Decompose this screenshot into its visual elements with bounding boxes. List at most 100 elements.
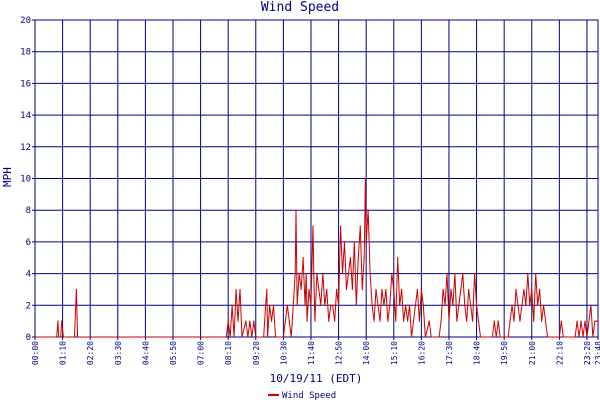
y-tick-label: 6: [26, 238, 31, 248]
data-point: [493, 320, 495, 322]
data-point: [523, 288, 525, 291]
data-point: [412, 320, 415, 322]
grid: [34, 19, 599, 338]
data-point: [239, 288, 241, 291]
data-point: [314, 320, 316, 322]
data-point: [313, 288, 315, 291]
data-point: [302, 257, 304, 259]
data-point: [310, 304, 312, 306]
legend-label: Wind Speed: [282, 391, 336, 400]
x-axis-label: 10/19/11 (EDT): [270, 372, 363, 385]
data-point: [406, 320, 409, 322]
legend: Wind Speed: [268, 391, 336, 401]
data-point: [367, 209, 369, 211]
data-point: [477, 320, 480, 322]
data-point: [328, 320, 330, 322]
data-point: [584, 320, 586, 322]
data-point: [295, 209, 297, 211]
data-point: [529, 304, 531, 306]
data-point: [539, 288, 541, 291]
data-point: [61, 320, 63, 322]
x-tick-label: 16:20: [417, 341, 426, 365]
data-point: [353, 241, 355, 243]
data-point: [444, 304, 446, 306]
data-point: [509, 320, 511, 322]
data-point: [294, 273, 296, 275]
data-point: [371, 304, 373, 306]
data-point: [519, 320, 521, 322]
data-point: [305, 273, 307, 275]
data-point: [337, 304, 340, 306]
data-point: [316, 273, 318, 275]
data-point: [541, 320, 543, 322]
data-point: [440, 320, 442, 322]
data-point: [330, 304, 332, 306]
data-point: [513, 320, 515, 322]
data-point: [361, 288, 363, 291]
x-tick-label: 01:10: [59, 341, 68, 365]
data-point: [347, 273, 350, 275]
data-point: [442, 288, 444, 291]
data-point: [75, 288, 77, 291]
data-point: [364, 177, 366, 180]
data-point: [381, 288, 383, 291]
data-point: [332, 304, 334, 306]
data-point: [474, 273, 476, 275]
data-point: [408, 304, 411, 306]
data-point: [399, 304, 401, 306]
data-point: [511, 304, 513, 306]
x-tick-label: 22:10: [555, 341, 564, 365]
data-point: [515, 288, 517, 291]
data-point: [597, 320, 599, 322]
y-tick-label: 14: [20, 111, 31, 121]
data-point: [383, 304, 385, 306]
data-point: [365, 241, 367, 243]
data-point: [418, 320, 420, 322]
data-point: [521, 304, 523, 306]
x-tick-label: 02:20: [86, 341, 95, 365]
data-point: [450, 288, 452, 291]
series-line-wind-speed: [35, 178, 598, 338]
data-point: [452, 304, 454, 306]
data-point: [326, 288, 328, 291]
x-tick-label: 23:48: [594, 341, 600, 365]
y-tick-label: 4: [26, 270, 31, 280]
data-point: [525, 304, 527, 306]
chart-title: Wind Speed: [260, 0, 340, 15]
x-tick-label: 21:00: [528, 341, 537, 365]
x-tick-label: 10:30: [279, 341, 288, 365]
data-point: [336, 288, 338, 291]
data-point: [272, 304, 275, 306]
data-point: [349, 257, 352, 259]
data-point: [320, 304, 322, 306]
data-point: [341, 273, 344, 275]
data-point: [527, 273, 529, 275]
data-point: [288, 320, 290, 322]
y-tick-label: 12: [20, 143, 31, 153]
series-layer: [35, 177, 599, 338]
data-point: [308, 288, 310, 291]
data-point: [231, 304, 233, 306]
data-point: [375, 288, 377, 291]
data-point: [268, 304, 271, 306]
data-point: [460, 288, 462, 291]
data-point: [339, 225, 342, 227]
data-point: [306, 320, 308, 322]
x-tick-label: 00:00: [31, 341, 40, 365]
y-tick-label: 18: [20, 48, 31, 58]
data-point: [466, 320, 468, 322]
data-point: [265, 304, 267, 306]
data-point: [544, 320, 547, 322]
y-tick-label: 10: [20, 175, 31, 185]
data-point: [428, 320, 430, 322]
data-point: [249, 320, 251, 322]
data-point: [590, 304, 592, 306]
data-point: [334, 320, 336, 322]
data-point: [369, 273, 371, 275]
y-axis-label: MPH: [1, 167, 14, 187]
data-point: [357, 257, 359, 259]
data-point: [397, 257, 399, 259]
data-point: [446, 273, 448, 275]
data-point: [596, 320, 598, 322]
